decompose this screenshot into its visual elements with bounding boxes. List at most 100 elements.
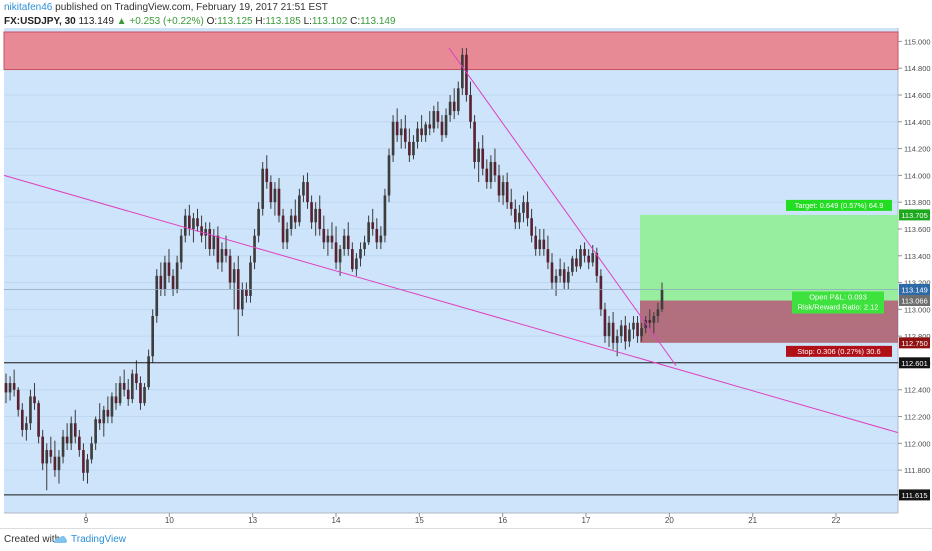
candle-body: [465, 54, 468, 95]
price-marker-label: 112.601: [901, 359, 928, 368]
position-pl-box: [792, 291, 884, 314]
candle-body: [188, 215, 191, 229]
candle-body: [420, 128, 423, 136]
candle-body: [102, 409, 106, 424]
candle-body: [37, 403, 40, 437]
candle-body: [363, 242, 366, 250]
price-chart[interactable]: Target: 0.649 (0.57%) 64.9 Stop: 0.306 (0…: [0, 0, 932, 528]
position-target-label: Target: 0.649 (0.57%) 64.9: [795, 201, 884, 210]
created-with-label: Created with: [4, 534, 61, 545]
candle-body: [575, 258, 578, 267]
y-tick-label: 113.000: [904, 305, 931, 314]
x-tick-label: 10: [165, 516, 174, 525]
y-tick-label: 112.200: [904, 413, 931, 422]
candle-body: [65, 436, 69, 444]
y-tick-label: 113.400: [904, 252, 931, 261]
candle-body: [306, 182, 309, 203]
candle-body: [122, 383, 126, 390]
candle-body: [619, 325, 623, 337]
candle-body: [269, 182, 273, 203]
x-tick-label: 17: [582, 516, 591, 525]
candle-body: [277, 188, 281, 216]
low-label: L:: [303, 16, 312, 27]
candle-body: [82, 450, 85, 473]
candle-body: [652, 316, 656, 323]
candle-body: [342, 235, 346, 250]
last-price: 113.149: [78, 16, 114, 27]
candle-body: [452, 101, 456, 112]
candle-body: [599, 275, 603, 310]
price-marker-box: [899, 209, 930, 221]
tradingview-logo-icon: [54, 535, 68, 543]
candle-body: [289, 215, 293, 229]
candle-body: [424, 124, 428, 136]
candle-body: [595, 253, 599, 276]
candle-body: [542, 239, 546, 250]
candle-body: [94, 419, 97, 444]
candle-body: [310, 202, 313, 223]
candle-body: [444, 115, 448, 136]
price-marker-label: 112.750: [901, 339, 928, 348]
y-tick-label: 114.400: [904, 118, 931, 127]
x-tick-label: 14: [332, 516, 341, 525]
candle-body: [456, 88, 460, 112]
candle-body: [379, 235, 383, 243]
candle-body: [216, 235, 220, 263]
candle-body: [253, 235, 256, 263]
candle-body: [245, 289, 248, 296]
author-link[interactable]: nikitafen46: [4, 2, 53, 13]
candle-body: [90, 443, 93, 460]
candle-body: [302, 182, 305, 196]
candle-body: [114, 396, 118, 404]
x-tick-label: 22: [832, 516, 841, 525]
low-value: 113.102: [311, 16, 348, 27]
candle-body: [371, 222, 375, 229]
price-change: ▲ +0.253 (+0.22%): [116, 16, 204, 27]
y-tick-label: 114.800: [904, 64, 931, 73]
candle-body: [183, 215, 187, 236]
x-tick-label: 21: [748, 516, 757, 525]
y-tick-label: 114.600: [904, 91, 931, 100]
candle-body: [69, 423, 73, 444]
position-profit-zone: [640, 214, 898, 301]
candle-body: [57, 456, 61, 471]
candle-body: [179, 235, 183, 263]
candle-body: [395, 121, 399, 136]
candle-body: [200, 226, 203, 236]
candle-body: [318, 208, 322, 229]
candle-body: [265, 168, 269, 183]
candle-body: [196, 218, 199, 227]
ohlc-legend: FX:USDJPY, 30 113.149 ▲ +0.253 (+0.22%) …: [4, 16, 396, 27]
y-tick-label: 112.400: [904, 386, 931, 395]
price-axis-bg: [898, 28, 932, 513]
tradingview-brand-link[interactable]: TradingView: [71, 534, 127, 545]
close-label: C:: [350, 16, 361, 27]
price-marker-label: 113.066: [901, 297, 928, 306]
candle-body: [61, 436, 65, 457]
candle-body: [25, 423, 28, 430]
candle-body: [522, 202, 525, 213]
candle-body: [298, 195, 301, 223]
candle-body: [155, 275, 159, 317]
candle-body: [461, 54, 464, 89]
candle-body: [497, 175, 501, 196]
x-tick-label: 20: [665, 516, 674, 525]
candle-body: [391, 121, 395, 156]
symbol-label: FX:USDJPY, 30: [4, 16, 76, 27]
price-marker-box: [899, 295, 930, 307]
x-tick-label: 9: [84, 516, 89, 525]
candle-body: [628, 329, 631, 342]
candle-body: [261, 168, 265, 209]
candle-body: [562, 269, 566, 283]
candle-body: [163, 262, 167, 290]
candle-body: [412, 141, 415, 156]
candle-body: [12, 383, 16, 390]
candle-body: [518, 212, 521, 223]
y-tick-label: 112.800: [904, 332, 931, 341]
candle-body: [432, 111, 436, 129]
candle-body: [285, 228, 289, 243]
upper-trendline: [448, 47, 677, 366]
candle-body: [428, 124, 432, 129]
candle-body: [591, 253, 595, 263]
candle-body: [130, 373, 134, 400]
